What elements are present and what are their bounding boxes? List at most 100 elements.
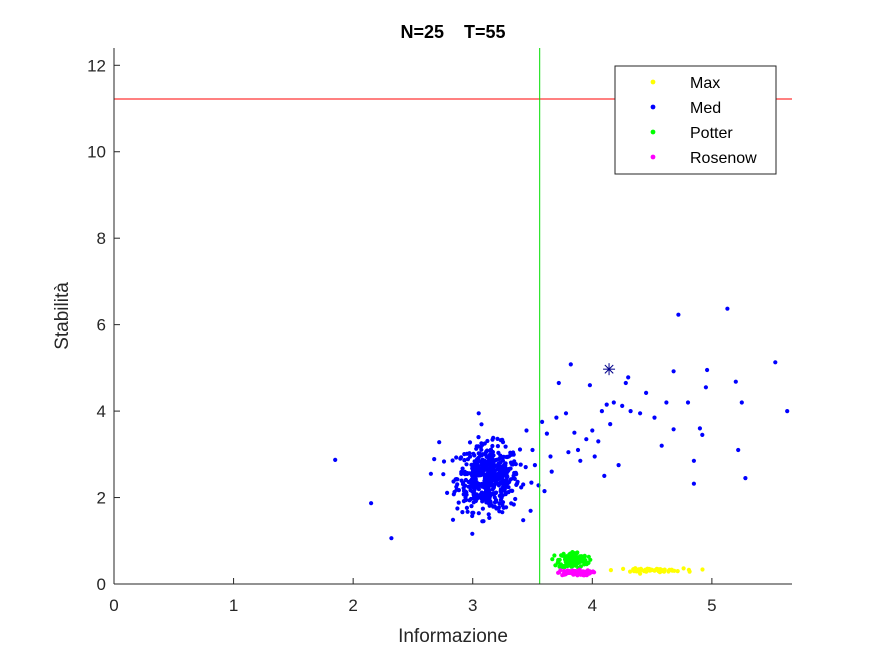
- data-point-med: [481, 459, 486, 464]
- data-point-med: [484, 493, 489, 498]
- data-point-med: [521, 482, 526, 487]
- data-point-med: [497, 501, 502, 506]
- data-point-med: [490, 449, 495, 455]
- data-points-layer: [114, 48, 792, 584]
- data-point-med: [451, 492, 456, 497]
- data-point-max: [631, 567, 636, 572]
- data-point-med: [455, 506, 460, 511]
- data-point-med: [479, 441, 484, 446]
- data-point-potter: [575, 550, 580, 555]
- data-point-med: [500, 493, 505, 498]
- data-point-med: [513, 496, 518, 502]
- data-point-max: [686, 567, 692, 572]
- data-point-med: [494, 478, 499, 483]
- data-point-med: [450, 458, 455, 463]
- data-point-med: [590, 428, 595, 433]
- data-point-med: [473, 499, 478, 504]
- data-point-med: [489, 465, 494, 470]
- data-point-med: [471, 510, 476, 515]
- y-tick-label: 4: [97, 402, 106, 421]
- data-point-med: [532, 463, 538, 468]
- data-point-med: [491, 492, 496, 497]
- data-point-potter: [586, 554, 591, 559]
- data-point-rosenow: [562, 570, 567, 575]
- data-point-med: [476, 455, 481, 460]
- data-point-med: [599, 409, 605, 414]
- data-point-med: [568, 362, 573, 367]
- data-point-med: [455, 482, 460, 487]
- legend-label-med: Med: [690, 100, 721, 117]
- data-point-potter: [571, 553, 576, 558]
- data-point-med: [575, 447, 581, 453]
- data-point-med: [441, 459, 447, 464]
- data-point-med: [549, 469, 554, 474]
- data-point-rosenow: [584, 572, 589, 577]
- data-point-med: [500, 458, 505, 463]
- data-point-med: [480, 506, 485, 511]
- data-point-med: [486, 479, 491, 484]
- data-point-potter: [577, 554, 583, 559]
- data-point-max: [638, 571, 643, 576]
- data-point-med: [659, 443, 664, 448]
- data-point-potter: [552, 553, 557, 558]
- y-tick-label: 6: [97, 316, 106, 335]
- data-point-med: [501, 463, 506, 468]
- x-tick-label: 1: [229, 596, 238, 615]
- data-point-med: [495, 436, 500, 441]
- data-point-med: [514, 472, 519, 477]
- data-point-med: [544, 431, 550, 436]
- data-point-med: [785, 409, 790, 414]
- data-point-rosenow: [587, 569, 593, 574]
- data-point-med: [733, 379, 738, 384]
- chart-title: N=25 T=55: [400, 22, 505, 42]
- x-tick-label: 3: [468, 596, 477, 615]
- data-point-med: [480, 472, 485, 477]
- data-point-med: [529, 480, 534, 485]
- data-point-med: [485, 438, 490, 444]
- legend-label-rosenow: Rosenow: [690, 150, 757, 167]
- data-point-med: [506, 485, 511, 490]
- data-point-med: [459, 455, 464, 460]
- data-point-med: [484, 500, 489, 505]
- data-point-max: [628, 569, 633, 574]
- data-point-potter: [565, 563, 570, 569]
- data-point-rosenow: [571, 572, 576, 577]
- data-point-med: [510, 462, 515, 467]
- data-point-med: [493, 458, 498, 463]
- y-tick-label: 0: [97, 575, 106, 594]
- data-point-med: [456, 488, 461, 493]
- data-point-med: [596, 439, 601, 444]
- data-point-med: [521, 518, 526, 523]
- data-point-med: [469, 483, 474, 488]
- data-point-med: [461, 480, 466, 485]
- data-point-med: [456, 500, 461, 505]
- data-point-med: [470, 462, 475, 467]
- data-point-med: [703, 385, 709, 390]
- data-point-max: [675, 569, 680, 574]
- data-point-potter: [569, 563, 574, 568]
- data-point-max: [621, 566, 626, 572]
- data-point-potter: [582, 553, 587, 558]
- data-point-med: [671, 369, 676, 374]
- data-point-med: [604, 402, 609, 407]
- data-point-potter: [578, 564, 584, 569]
- data-point-med: [500, 481, 505, 486]
- data-point-potter: [562, 554, 568, 559]
- data-point-potter: [553, 563, 558, 568]
- data-point-med: [475, 473, 480, 478]
- data-point-med: [432, 457, 437, 462]
- data-point-med: [554, 415, 559, 420]
- data-point-med: [476, 451, 481, 456]
- data-point-med: [608, 422, 613, 427]
- data-point-med: [664, 400, 669, 405]
- data-point-med: [465, 471, 470, 476]
- data-point-med: [483, 475, 488, 480]
- data-point-med: [542, 489, 547, 494]
- data-point-potter: [557, 557, 562, 562]
- data-point-med: [486, 512, 491, 517]
- data-point-med: [491, 435, 496, 440]
- data-point-med: [572, 430, 577, 435]
- data-point-med: [587, 383, 593, 388]
- data-point-potter: [550, 557, 555, 562]
- x-tick-label: 4: [588, 596, 597, 615]
